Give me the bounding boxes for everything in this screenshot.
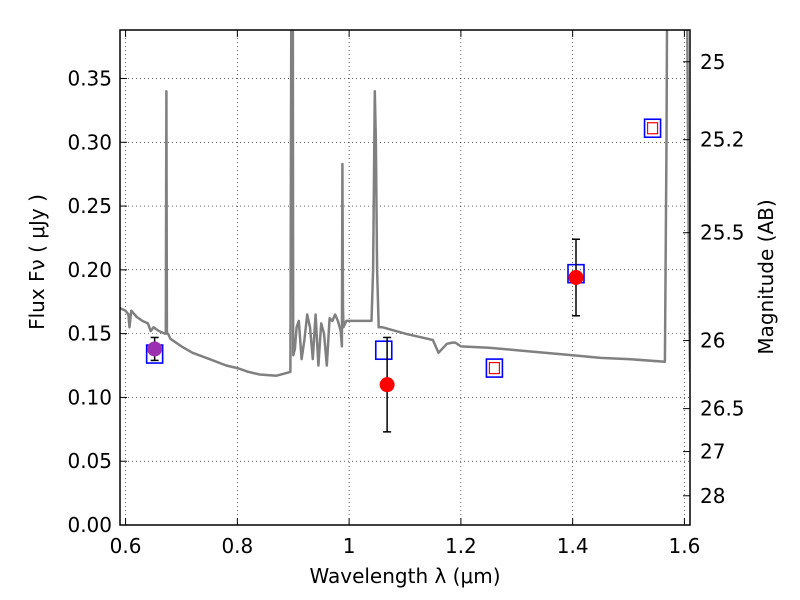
y-tick-label: 0.35 (67, 66, 112, 90)
sed-model-line (120, 30, 690, 377)
y-tick-label: 0.30 (67, 130, 112, 154)
x-tick-label: 1.4 (557, 534, 589, 558)
y-axis-left: 0.00 0.05 0.10 0.15 0.20 0.25 0.30 0.35 (67, 66, 127, 537)
model-flux-marker (374, 340, 393, 361)
plot-background (120, 30, 690, 525)
observed-flux-point (379, 377, 395, 393)
x-tick-label: 0.6 (110, 534, 142, 558)
model-inner-marker (488, 361, 501, 375)
observed-flux-point (147, 341, 163, 357)
observed-flux-point (568, 270, 584, 285)
x-tick-label: 1.2 (445, 534, 477, 558)
x-tick-label: 0.8 (221, 534, 253, 558)
x-tick-label: 1 (343, 534, 356, 558)
right-tick-label: 25.2 (700, 128, 745, 152)
model-flux-marker (485, 358, 504, 378)
right-tick-label: 28 (700, 484, 725, 508)
plot-area (120, 30, 690, 433)
right-tick-label: 25.5 (700, 221, 745, 245)
y-tick-label: 0.05 (67, 449, 112, 473)
x-tick-label: 1.6 (669, 534, 701, 558)
y-tick-label: 0.10 (67, 385, 112, 409)
y-tick-label: 0.00 (67, 513, 112, 537)
y-tick-label: 0.25 (67, 194, 112, 218)
right-tick-label: 25 (700, 50, 725, 74)
y-axis-right-label: Magnitude (AB) (754, 199, 778, 354)
y-axis-right: 25 25.2 25.5 26 26.5 27 28 (683, 50, 745, 508)
x-axis: 0.6 0.8 1 1.2 1.4 1.6 (110, 30, 701, 558)
right-tick-label: 26.5 (700, 397, 745, 421)
x-axis-label: Wavelength λ (μm) (309, 564, 500, 588)
model-inner-marker (646, 122, 659, 135)
y-tick-label: 0.15 (67, 322, 112, 346)
y-tick-label: 0.20 (67, 258, 112, 282)
right-tick-label: 27 (700, 440, 725, 464)
model-flux-marker (643, 118, 662, 139)
plot-frame (119, 29, 691, 526)
y-axis-left-label: Flux Fν ( μJy ) (25, 194, 49, 330)
right-tick-label: 26 (700, 329, 725, 353)
